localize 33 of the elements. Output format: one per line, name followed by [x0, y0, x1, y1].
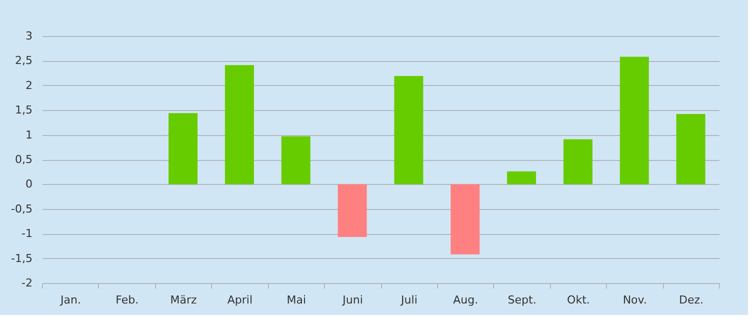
- x-tick-label: Sept.: [508, 294, 536, 306]
- y-tick-label: -1: [22, 227, 32, 240]
- x-tick-label: Mai: [286, 294, 306, 306]
- x-tick-label: Juni: [342, 294, 363, 306]
- x-tick-label: Feb.: [116, 294, 139, 306]
- bar: [450, 184, 480, 254]
- y-tick-label: 3: [26, 30, 32, 42]
- y-tick-label: 2,5: [15, 54, 32, 68]
- y-tick-label: -1,5: [11, 252, 32, 265]
- bar: [563, 139, 592, 184]
- bar: [507, 171, 536, 184]
- bar: [676, 114, 706, 184]
- x-tick-label: Dez.: [679, 294, 704, 306]
- y-tick-label: 2: [26, 78, 32, 92]
- x-tick-label: Jan.: [59, 294, 81, 306]
- y-tick-label: -2: [22, 276, 32, 290]
- x-tick-label: März: [170, 294, 198, 306]
- y-tick-label: 0: [26, 178, 32, 191]
- bar: [394, 76, 424, 184]
- bar: [338, 184, 367, 238]
- bar: [620, 56, 649, 184]
- bar: [281, 136, 310, 184]
- y-tick-label: 1: [26, 128, 32, 142]
- x-tick-label: Nov.: [622, 294, 647, 306]
- x-tick-label: Aug.: [453, 294, 478, 306]
- x-tick-label: April: [227, 294, 253, 306]
- y-tick-label: 0,5: [15, 153, 32, 166]
- bar: [168, 113, 198, 184]
- y-tick-label: 1,5: [15, 104, 32, 117]
- y-tick-label: -0,5: [11, 202, 32, 216]
- bar: [224, 65, 254, 184]
- x-tick-label: Okt.: [567, 294, 590, 306]
- x-tick-label: Juli: [400, 294, 418, 306]
